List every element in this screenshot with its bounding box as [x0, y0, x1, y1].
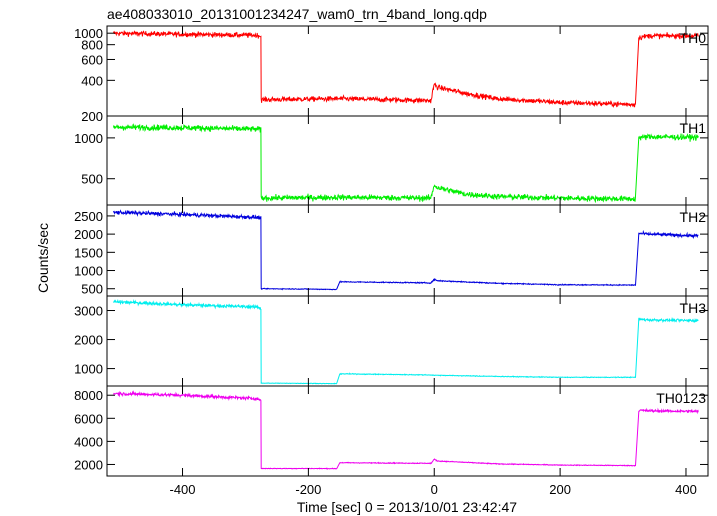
- panel-th0123: 2000 4000 6000 8000 TH0123: [74, 385, 709, 477]
- y-tick-label: 1000: [74, 26, 103, 41]
- panel-th2: 500 1000 1500 2000 2500 TH2: [74, 204, 709, 297]
- x-tick-label: 0: [431, 482, 438, 497]
- y-tick-label: 1500: [74, 245, 103, 260]
- y-tick-label: 200: [81, 109, 103, 124]
- panel-label-th2: TH2: [680, 209, 707, 225]
- y-tick-label: 8000: [74, 388, 103, 403]
- y-tick-label: 1000: [74, 131, 103, 146]
- x-tick-label: 200: [549, 482, 571, 497]
- panel-th3: 1000 2000 3000 TH3: [74, 295, 709, 387]
- y-tick-label: 1000: [74, 264, 103, 279]
- panel-label-th0123: TH0123: [656, 390, 706, 406]
- panel-th1: 500 1000 TH1: [74, 115, 709, 206]
- y-tick-label: 3000: [74, 304, 103, 319]
- y-tick-label: 2000: [74, 227, 103, 242]
- panel-frame: [106, 385, 709, 477]
- panel-label-th0: TH0: [680, 30, 707, 46]
- panel-frame: [106, 115, 709, 206]
- y-tick-label: 800: [81, 38, 103, 53]
- y-tick-label: 500: [81, 282, 103, 297]
- y-tick-label: 500: [81, 172, 103, 187]
- y-tick-label: 400: [81, 73, 103, 88]
- y-axis-label: Counts/sec: [35, 223, 51, 293]
- chart-title: ae408033010_20131001234247_wam0_trn_4ban…: [107, 6, 487, 22]
- y-tick-label: 2000: [74, 457, 103, 472]
- panel-label-th3: TH3: [680, 300, 707, 316]
- series-th0-line: [112, 30, 699, 108]
- x-axis-label: Time [sec] 0 = 2013/10/01 23:42:47: [297, 499, 517, 515]
- x-tick-label: -400: [170, 482, 196, 497]
- y-tick-label: 4000: [74, 434, 103, 449]
- y-tick-label: 2000: [74, 333, 103, 348]
- series-th1-line: [112, 123, 699, 204]
- y-tick-label: 600: [81, 52, 103, 67]
- y-tick-label: 2500: [74, 209, 103, 224]
- series-th3-line: [113, 298, 699, 385]
- panel-frame: [106, 295, 709, 387]
- x-tick-label: 400: [675, 482, 697, 497]
- y-tick-label: 6000: [74, 411, 103, 426]
- series-th2-line: [112, 209, 699, 291]
- series-th0123-line: [113, 390, 699, 470]
- x-tick-label: -200: [295, 482, 321, 497]
- panel-label-th1: TH1: [680, 120, 707, 136]
- y-tick-label: 1000: [74, 362, 103, 377]
